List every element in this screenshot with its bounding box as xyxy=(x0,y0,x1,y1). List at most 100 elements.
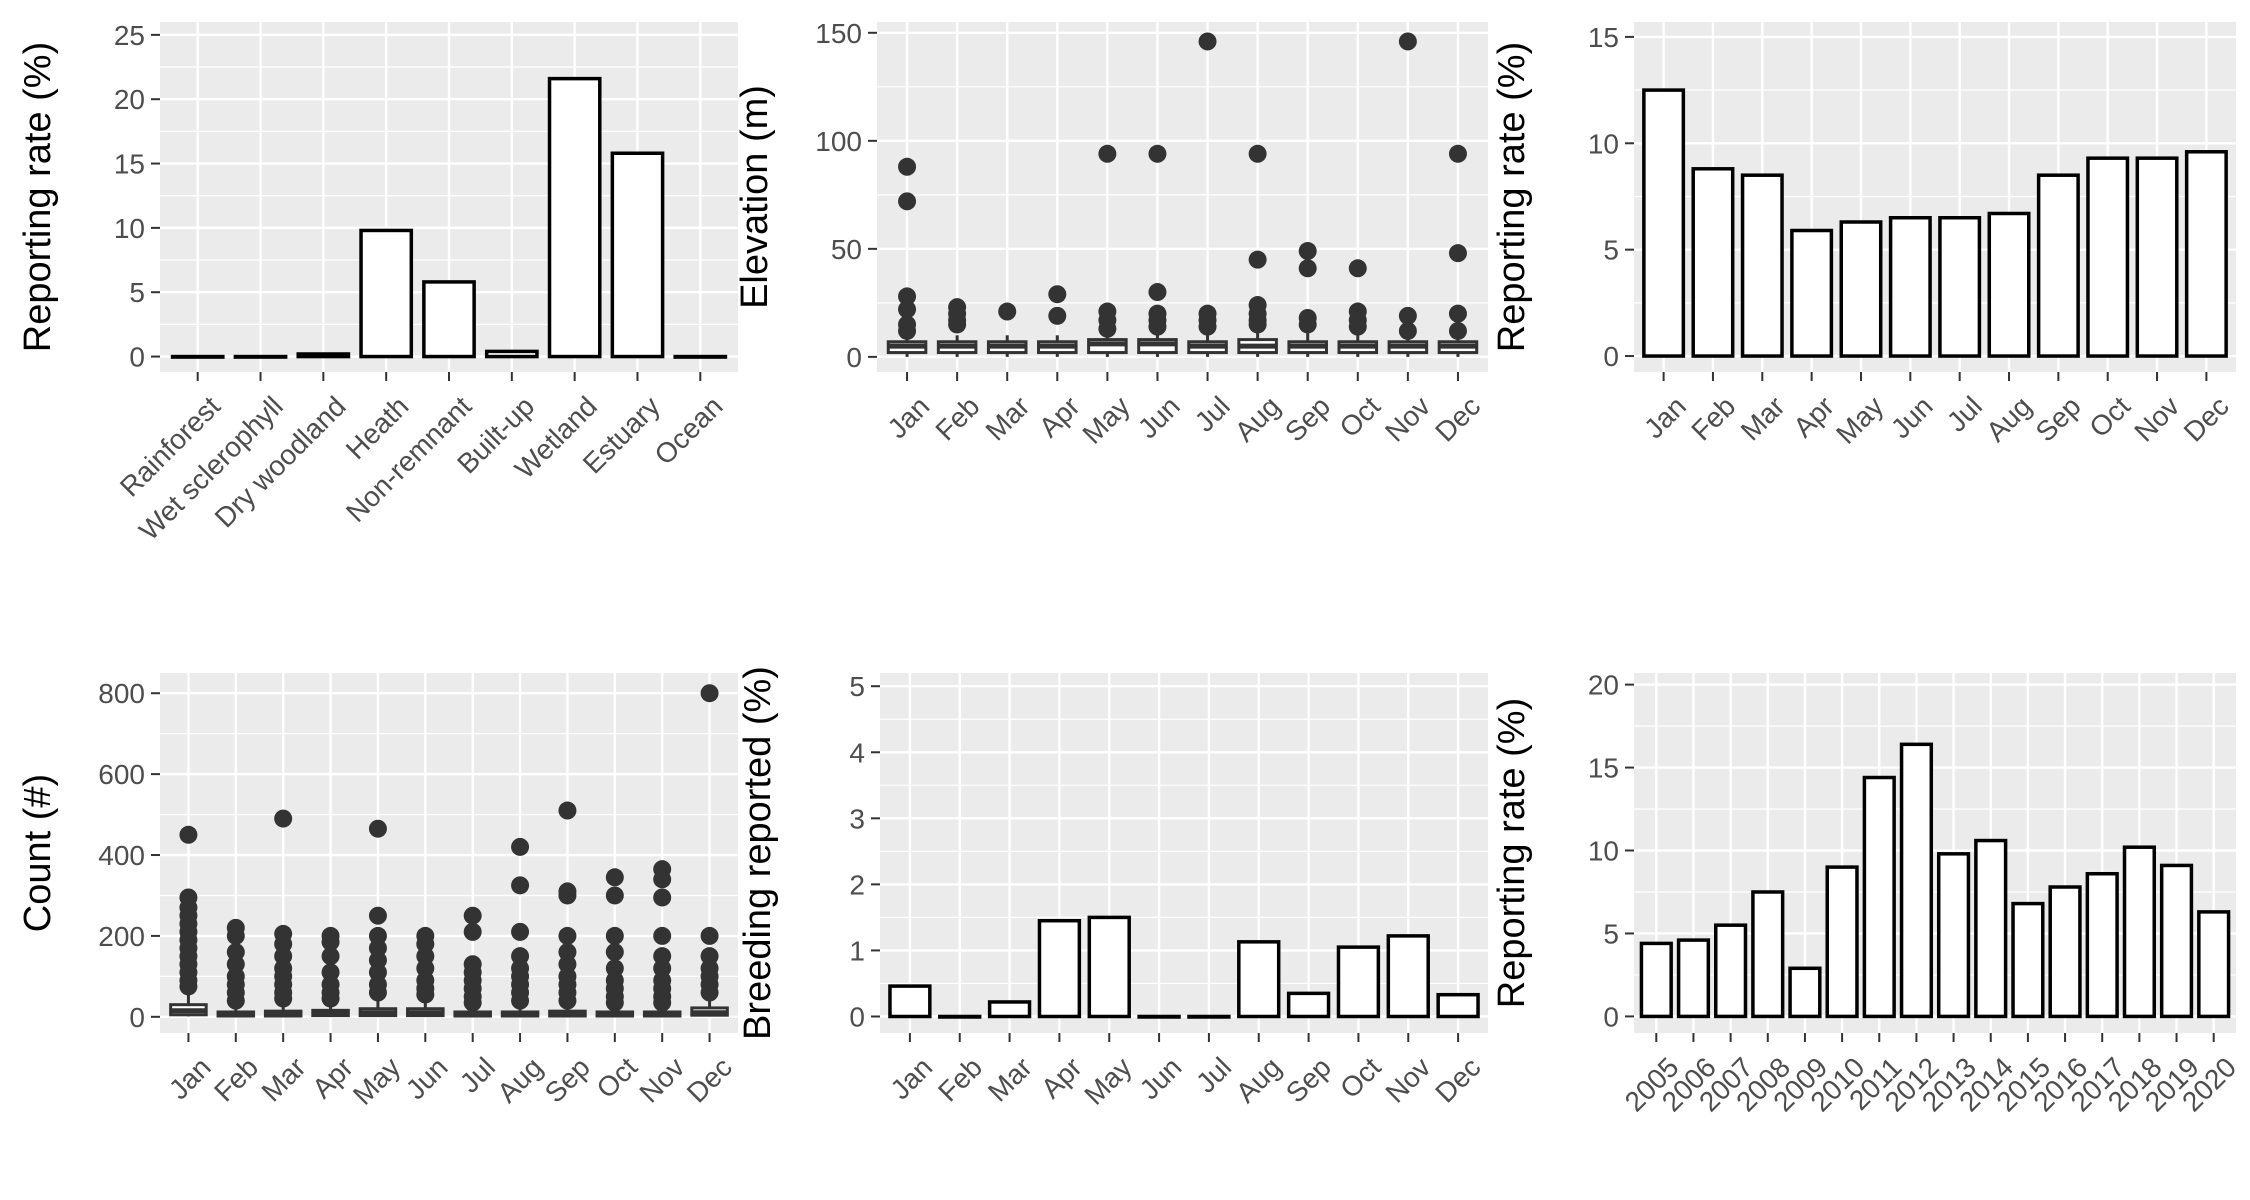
outlier-point xyxy=(700,684,719,703)
bar-2017 xyxy=(2085,871,2119,1019)
outlier-point xyxy=(1148,317,1167,336)
x-tick-label-aug: Aug xyxy=(1229,390,1286,447)
outlier-point xyxy=(605,943,624,962)
bar-oct xyxy=(1336,945,1381,1019)
outlier-point xyxy=(1448,144,1467,163)
outlier-point xyxy=(1248,144,1267,163)
y-tick-label: 0 xyxy=(1603,1001,1619,1032)
x-tick-label-sep: Sep xyxy=(539,1051,596,1108)
x-tick-label-jul: Jul xyxy=(1189,390,1236,437)
x-tick-label-apr: Apr xyxy=(1787,390,1840,443)
bar-2016 xyxy=(2048,885,2082,1019)
y-tick-label: 200 xyxy=(98,921,145,952)
outlier-point xyxy=(898,157,917,176)
x-tick-label-oct: Oct xyxy=(590,1051,643,1104)
outlier-point xyxy=(274,989,293,1008)
x-tick-label-jul: Jul xyxy=(1941,390,1988,437)
bar-nov xyxy=(1386,934,1430,1019)
x-tick-label-dec: Dec xyxy=(1429,1051,1486,1108)
outlier-point xyxy=(1198,317,1217,336)
bar-heath xyxy=(359,228,414,359)
y-tick-label: 5 xyxy=(849,671,865,702)
bar-2007 xyxy=(1714,923,1748,1019)
x-tick-label-jun: Jun xyxy=(1134,1051,1188,1105)
outlier-point xyxy=(1348,317,1367,336)
y-tick-label: 4 xyxy=(849,737,865,768)
outlier-point xyxy=(1098,319,1117,338)
x-tick-label-mar: Mar xyxy=(980,390,1036,446)
outlier-point xyxy=(1148,144,1167,163)
x-tick-label-sep: Sep xyxy=(1280,1051,1337,1108)
outlier-point xyxy=(653,870,672,889)
y-tick-label: 0 xyxy=(129,1002,145,1033)
y-tick-label: 5 xyxy=(1603,235,1619,266)
bar-2012 xyxy=(1899,742,1934,1019)
outlier-point xyxy=(368,819,387,838)
x-tick-label-aug: Aug xyxy=(491,1051,548,1108)
outlier-point xyxy=(1448,304,1467,323)
outlier-point xyxy=(226,926,245,945)
x-tick-label-jan: Jan xyxy=(882,390,936,444)
y-tick-label: 3 xyxy=(849,803,865,834)
panel-yearly-reporting-rate: 0510152020052006200720082009201020112012… xyxy=(1491,670,2242,1118)
x-tick-label-dec: Dec xyxy=(681,1051,738,1108)
x-tick-label-feb: Feb xyxy=(929,390,985,446)
bar-2015 xyxy=(2011,901,2045,1019)
x-tick-label-mar: Mar xyxy=(982,1051,1038,1107)
outlier-point xyxy=(1148,283,1167,302)
bar-2005 xyxy=(1639,941,1673,1019)
bar-mar xyxy=(987,1000,1032,1019)
bar-built-up xyxy=(484,349,539,359)
y-axis-title: Reporting rate (%) xyxy=(1491,698,1533,1008)
outlier-point xyxy=(1448,244,1467,263)
outlier-point xyxy=(1098,144,1117,163)
outlier-point xyxy=(179,977,198,996)
outlier-point xyxy=(1398,321,1417,340)
x-tick-label-oct: Oct xyxy=(1333,390,1386,443)
outlier-point xyxy=(1398,306,1417,325)
bar-2018 xyxy=(2122,845,2156,1019)
bar-sep xyxy=(1286,991,1331,1019)
outlier-point xyxy=(898,192,917,211)
outlier-point xyxy=(274,809,293,828)
bar-jan xyxy=(1642,88,1686,358)
outlier-point xyxy=(558,991,577,1010)
bar-2013 xyxy=(1936,852,1971,1019)
bar-aug xyxy=(1987,211,2031,358)
y-tick-label: 50 xyxy=(831,234,862,265)
outlier-point xyxy=(463,993,482,1012)
bar-apr xyxy=(1790,228,1834,358)
outlier-point xyxy=(1298,242,1317,261)
x-tick-label-may: May xyxy=(1830,390,1889,449)
y-axis-title: Count (#) xyxy=(17,774,59,932)
x-tick-label-jan: Jan xyxy=(1638,390,1692,444)
outlier-point xyxy=(226,991,245,1010)
x-tick-label-jan: Jan xyxy=(884,1051,938,1105)
outlier-point xyxy=(700,983,719,1002)
outlier-point xyxy=(1198,32,1217,51)
outlier-point xyxy=(998,302,1017,321)
outlier-point xyxy=(463,922,482,941)
bar-may xyxy=(1087,915,1131,1019)
outlier-point xyxy=(1248,315,1267,334)
bar-2020 xyxy=(2197,910,2231,1019)
x-tick-label-aug: Aug xyxy=(1980,390,2037,447)
outlier-point xyxy=(1298,259,1317,278)
x-tick-label-nov: Nov xyxy=(2128,390,2185,447)
bar-jun xyxy=(1888,215,1932,358)
x-tick-label-mar: Mar xyxy=(256,1051,312,1107)
x-tick-label-aug: Aug xyxy=(1230,1051,1287,1108)
outlier-point xyxy=(321,947,340,966)
outlier-point xyxy=(1048,306,1067,325)
x-tick-label-jun: Jun xyxy=(400,1051,454,1105)
bar-aug xyxy=(1237,940,1281,1019)
outlier-point xyxy=(558,886,577,905)
x-tick-label-feb: Feb xyxy=(932,1051,988,1107)
x-tick-label-sep: Sep xyxy=(2030,390,2087,447)
outlier-point xyxy=(1048,285,1067,304)
outlier-point xyxy=(1248,250,1267,269)
